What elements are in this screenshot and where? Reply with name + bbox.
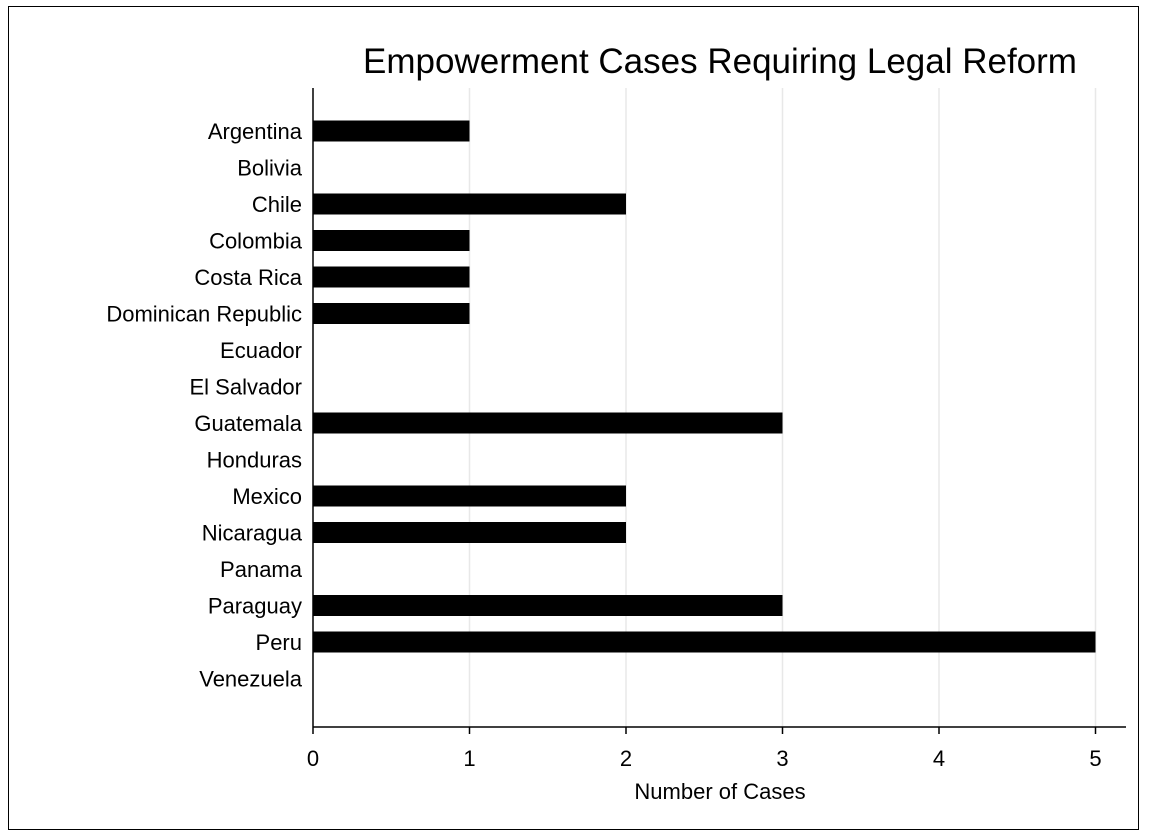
bar <box>313 303 470 324</box>
bar <box>313 485 626 507</box>
category-label: Colombia <box>209 229 303 254</box>
category-label: Venezuela <box>199 667 303 692</box>
gridlines <box>468 88 1097 727</box>
x-tick-label: 0 <box>307 746 319 771</box>
x-tick-label: 5 <box>1089 746 1101 771</box>
category-label: Nicaragua <box>202 521 303 546</box>
category-label: Bolivia <box>237 156 303 181</box>
chart-title: Empowerment Cases Requiring Legal Reform <box>363 42 1077 81</box>
category-label: Paraguay <box>208 594 302 619</box>
category-label: El Salvador <box>189 375 302 400</box>
category-label: Costa Rica <box>194 265 302 290</box>
bar <box>313 266 470 288</box>
category-label: Guatemala <box>194 411 302 436</box>
category-labels: Argentina Bolivia Chile Colombia Costa Rica D… <box>106 119 302 692</box>
bar <box>313 412 783 434</box>
category-label: Honduras <box>207 448 302 473</box>
category-label: Argentina <box>208 119 303 144</box>
x-tick-label: 4 <box>933 746 945 771</box>
category-label: Chile <box>252 192 302 217</box>
x-tick-label: 2 <box>620 746 632 771</box>
bar <box>313 193 626 215</box>
bar <box>313 595 783 616</box>
category-label: Dominican Republic <box>106 302 302 327</box>
bars <box>313 120 1096 653</box>
x-tick-label: 1 <box>463 746 475 771</box>
x-axis-ticks: 0 1 2 3 4 5 <box>307 727 1102 771</box>
category-label: Mexico <box>232 484 302 509</box>
category-label: Panama <box>220 557 303 582</box>
bar <box>313 522 626 543</box>
bar <box>313 120 470 142</box>
bar <box>313 230 470 251</box>
bar <box>313 631 1096 653</box>
category-label: Ecuador <box>220 338 302 363</box>
x-tick-label: 3 <box>776 746 788 771</box>
x-axis-title: Number of Cases <box>634 779 805 804</box>
category-label: Peru <box>256 630 302 655</box>
